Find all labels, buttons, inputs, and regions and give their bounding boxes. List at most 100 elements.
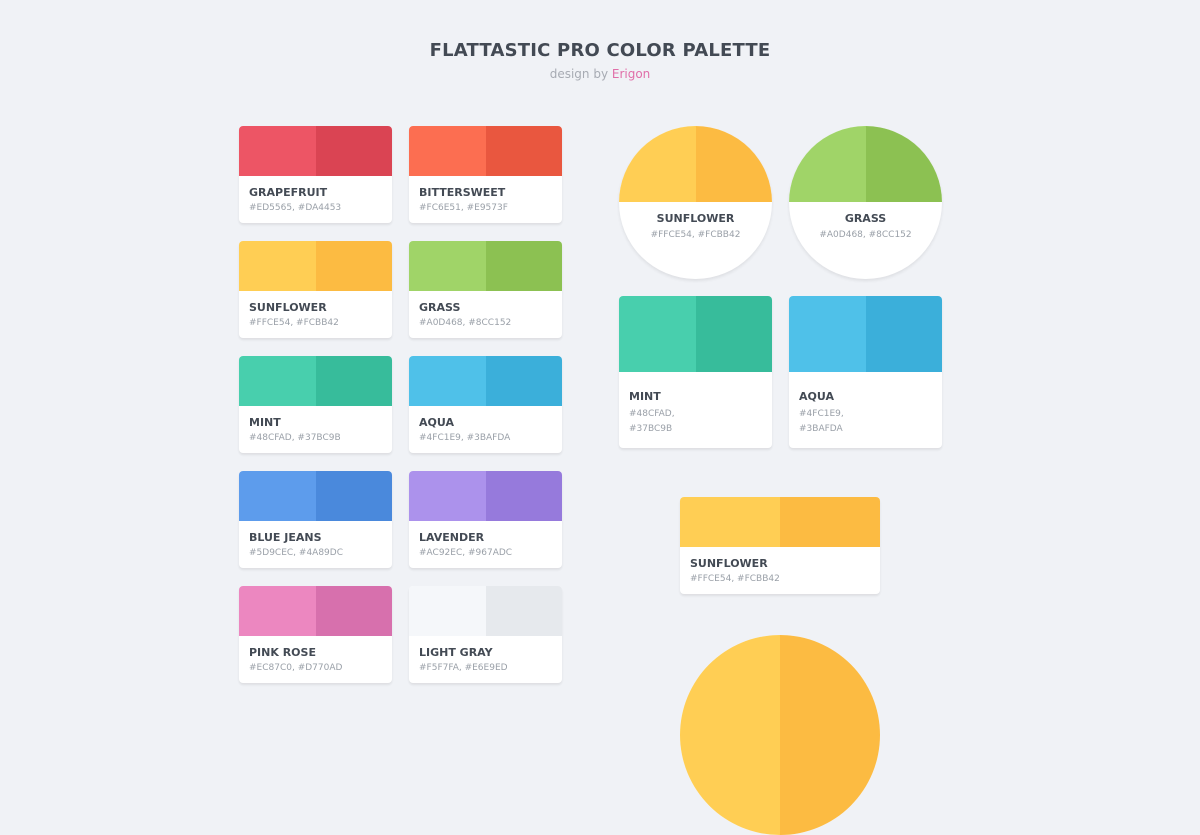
color-name: SUNFLOWER — [690, 557, 768, 570]
swatch-half — [315, 126, 392, 176]
swatch-half — [865, 126, 942, 202]
color-swatch — [239, 241, 392, 291]
color-swatch — [789, 126, 942, 202]
hex-code-line: #37BC9B — [629, 424, 673, 434]
color-swatch — [409, 586, 562, 636]
hex-codes: #FFCE54, #FCBB42 — [690, 574, 780, 584]
hex-codes: #4FC1E9, #3BAFDA — [789, 403, 942, 437]
color-name: MINT — [629, 390, 661, 403]
swatch-half — [315, 356, 392, 406]
color-name: AQUA — [799, 390, 834, 403]
hex-codes: #AC92EC, #967ADC — [419, 548, 513, 558]
color-name: GRASS — [844, 212, 887, 225]
color-name: BITTERSWEET — [419, 186, 506, 199]
swatch-half — [485, 126, 562, 176]
swatch-dark — [780, 635, 880, 835]
color-name: SUNFLOWER — [656, 212, 735, 225]
swatch-half — [680, 497, 780, 547]
palette-card-aqua[interactable]: AQUA #4FC1E9, #3BAFDA — [409, 356, 562, 453]
page-header: FLATTASTIC PRO COLOR PALETTE design by E… — [0, 40, 1200, 81]
swatch-half — [619, 296, 696, 372]
hex-codes: #F5F7FA, #E6E9ED — [419, 663, 508, 673]
page-title: FLATTASTIC PRO COLOR PALETTE — [429, 40, 771, 61]
swatch-half — [409, 356, 486, 406]
swatch-half — [315, 241, 392, 291]
big-circle-swatch[interactable] — [680, 635, 880, 835]
palette-card-grass[interactable]: GRASS #A0D468, #8CC152 — [409, 241, 562, 338]
swatch-half — [409, 241, 486, 291]
color-name: LAVENDER — [419, 531, 485, 544]
swatch-half — [315, 586, 392, 636]
swatch-half — [409, 471, 486, 521]
swatch-half — [485, 356, 562, 406]
swatch-light — [680, 635, 780, 835]
color-swatch — [409, 356, 562, 406]
hex-code-line: #48CFAD, — [629, 409, 675, 419]
swatch-half — [239, 471, 316, 521]
swatch-half — [780, 497, 880, 547]
swatch-half — [865, 296, 942, 372]
hex-code-line: #4FC1E9, — [799, 409, 844, 419]
swatch-half — [789, 126, 866, 202]
color-swatch — [409, 471, 562, 521]
hex-codes: #EC87C0, #D770AD — [249, 663, 343, 673]
swatch-half — [485, 241, 562, 291]
color-name: BLUE JEANS — [249, 531, 322, 544]
byline-prefix: design by — [549, 67, 609, 81]
hex-codes: #FFCE54, #FCBB42 — [650, 230, 741, 240]
tall-card-aqua[interactable]: AQUA #4FC1E9, #3BAFDA — [789, 296, 942, 448]
palette-card-pink-rose[interactable]: PINK ROSE #EC87C0, #D770AD — [239, 586, 392, 683]
color-name: MINT — [249, 416, 281, 429]
color-name: PINK ROSE — [249, 646, 316, 659]
color-swatch — [409, 241, 562, 291]
hex-codes: #FFCE54, #FCBB42 — [249, 318, 339, 328]
color-swatch — [239, 356, 392, 406]
hex-codes: #A0D468, #8CC152 — [419, 318, 512, 328]
color-name: LIGHT GRAY — [419, 646, 493, 659]
swatch-half — [409, 586, 486, 636]
author-link[interactable]: Erigon — [611, 67, 651, 81]
circle-card-sunflower[interactable]: SUNFLOWER #FFCE54, #FCBB42 — [619, 126, 772, 279]
color-swatch — [619, 126, 772, 202]
color-swatch — [239, 586, 392, 636]
palette-card-lavender[interactable]: LAVENDER #AC92EC, #967ADC — [409, 471, 562, 568]
palette-card-grapefruit[interactable]: GRAPEFRUIT #ED5565, #DA4453 — [239, 126, 392, 223]
color-swatch — [619, 296, 772, 372]
palette-card-bittersweet[interactable]: BITTERSWEET #FC6E51, #E9573F — [409, 126, 562, 223]
hex-codes: #48CFAD, #37BC9B — [249, 433, 341, 443]
palette-card-light-gray[interactable]: LIGHT GRAY #F5F7FA, #E6E9ED — [409, 586, 562, 683]
color-swatch — [239, 126, 392, 176]
swatch-half — [239, 241, 316, 291]
swatch-half — [239, 586, 316, 636]
hex-code-line: #3BAFDA — [799, 424, 843, 434]
color-swatch — [789, 296, 942, 372]
color-name: GRAPEFRUIT — [249, 186, 328, 199]
color-swatch — [680, 497, 880, 547]
palette-card-sunflower[interactable]: SUNFLOWER #FFCE54, #FCBB42 — [239, 241, 392, 338]
hex-codes: #A0D468, #8CC152 — [819, 230, 912, 240]
color-name: GRASS — [419, 301, 461, 314]
palette-card-mint[interactable]: MINT #48CFAD, #37BC9B — [239, 356, 392, 453]
color-swatch — [239, 471, 392, 521]
hex-codes: #48CFAD, #37BC9B — [619, 403, 772, 437]
byline: design by Erigon — [0, 67, 1200, 81]
hex-codes: #5D9CEC, #4A89DC — [249, 548, 343, 558]
hex-codes: #4FC1E9, #3BAFDA — [419, 433, 511, 443]
hex-codes: #ED5565, #DA4453 — [249, 203, 342, 213]
hex-codes: #FC6E51, #E9573F — [419, 203, 508, 213]
swatch-half — [619, 126, 696, 202]
circle-card-grass[interactable]: GRASS #A0D468, #8CC152 — [789, 126, 942, 279]
swatch-half — [485, 586, 562, 636]
swatch-half — [239, 356, 316, 406]
swatch-half — [239, 126, 316, 176]
swatch-half — [315, 471, 392, 521]
swatch-half — [409, 126, 486, 176]
swatch-half — [695, 296, 772, 372]
swatch-half — [695, 126, 772, 202]
wide-card-sunflower[interactable]: SUNFLOWER #FFCE54, #FCBB42 — [680, 497, 880, 594]
tall-card-mint[interactable]: MINT #48CFAD, #37BC9B — [619, 296, 772, 448]
swatch-half — [485, 471, 562, 521]
color-name: AQUA — [419, 416, 454, 429]
swatch-half — [789, 296, 866, 372]
palette-card-blue-jeans[interactable]: BLUE JEANS #5D9CEC, #4A89DC — [239, 471, 392, 568]
